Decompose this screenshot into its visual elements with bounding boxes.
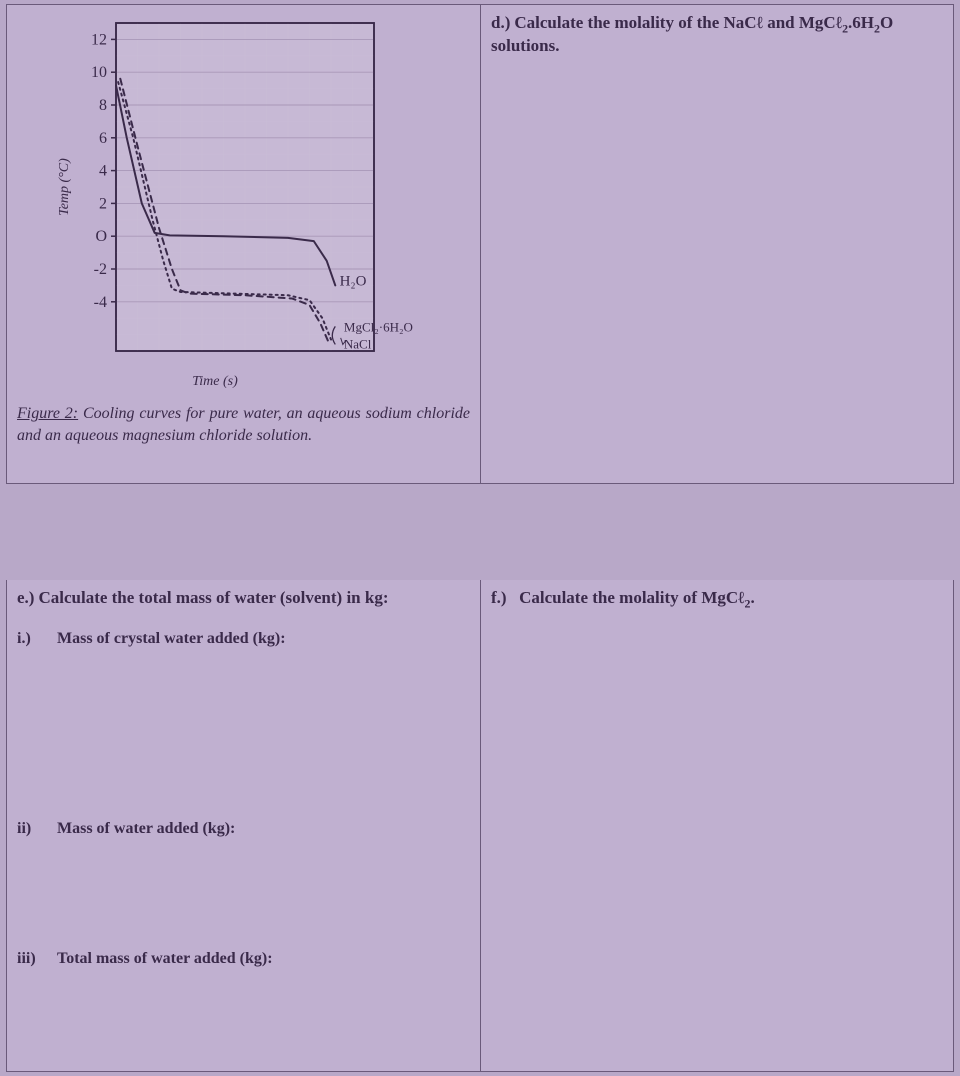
svg-text:Time (s): Time (s) (192, 374, 238, 389)
svg-text:MgCl₂·6H₂O: MgCl₂·6H₂O (343, 320, 412, 335)
sub-e-ii-text: Mass of water added (kg): (57, 820, 235, 838)
svg-text:-2: -2 (93, 261, 106, 278)
question-e-label: e.) (17, 588, 34, 607)
figure-body: Cooling curves for pure water, an aqueou… (17, 405, 470, 444)
sub-e-i-text: Mass of crystal water added (kg): (57, 630, 286, 648)
question-f-text: Calculate the molality of MgCℓ2. (511, 588, 755, 607)
svg-text:2: 2 (99, 195, 107, 212)
sub-e-iii-label: iii) (17, 950, 43, 968)
cell-chart: -4 -2 O 2 4 6 8 10 12 Temp (°C) Time (s) H₂O MgCl₂·6… (6, 4, 480, 484)
svg-text:-4: -4 (93, 294, 106, 311)
svg-text:4: 4 (99, 163, 107, 180)
svg-text:NaCl: NaCl (343, 336, 371, 351)
svg-text:O: O (95, 228, 107, 245)
figure-caption: Figure 2: Cooling curves for pure water,… (17, 403, 470, 446)
sub-e-i-label: i.) (17, 630, 43, 648)
svg-text:Temp (°C): Temp (°C) (57, 158, 72, 216)
cell-question-d: d.) Calculate the molality of the NaCℓ a… (480, 4, 954, 484)
question-d-text: Calculate the molality of the NaCℓ and M… (491, 13, 893, 55)
svg-text:12: 12 (91, 31, 107, 48)
cell-question-f: f.) Calculate the molality of MgCℓ2. (480, 580, 954, 1073)
cooling-curve-chart: -4 -2 O 2 4 6 8 10 12 Temp (°C) Time (s) H₂O MgCl₂·6… (54, 13, 434, 393)
svg-text:8: 8 (99, 97, 107, 114)
sub-e-iii-text: Total mass of water added (kg): (57, 950, 273, 968)
question-e-text: Calculate the total mass of water (solve… (38, 588, 388, 607)
cell-question-e: e.) Calculate the total mass of water (s… (6, 580, 480, 1073)
svg-text:6: 6 (99, 130, 107, 147)
sub-e-ii-label: ii) (17, 820, 43, 838)
sub-e-ii: ii) Mass of water added (kg): (17, 820, 470, 838)
svg-text:10: 10 (91, 64, 107, 81)
question-d-label: d.) (491, 13, 510, 32)
svg-text:H₂O: H₂O (339, 273, 366, 289)
worksheet-grid: -4 -2 O 2 4 6 8 10 12 Temp (°C) Time (s) H₂O MgCl₂·6… (6, 4, 954, 1072)
sub-e-i: i.) Mass of crystal water added (kg): (17, 630, 470, 648)
question-f-label: f.) (491, 588, 507, 607)
figure-title: Figure 2: (17, 405, 78, 422)
sub-e-iii: iii) Total mass of water added (kg): (17, 950, 470, 968)
